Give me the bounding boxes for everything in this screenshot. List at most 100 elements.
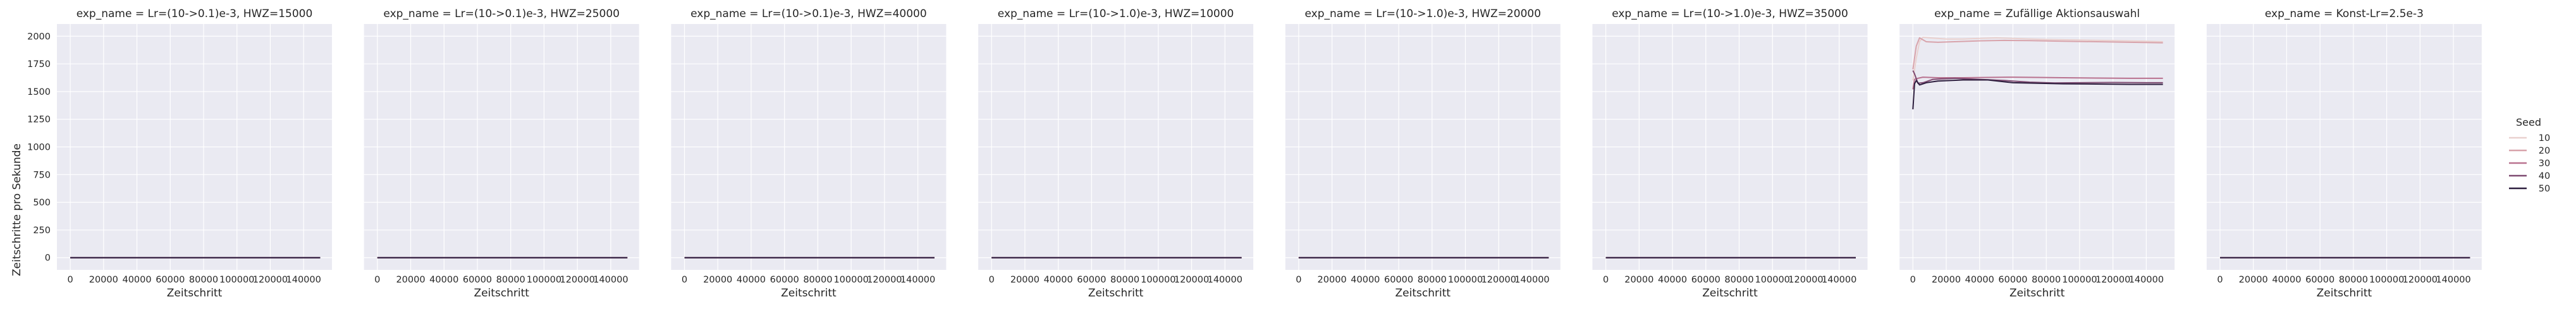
- panel-title: exp_name = Lr=(10->0.1)e-3, HWZ=40000: [690, 8, 927, 20]
- x-tick-label: 20000: [396, 275, 425, 285]
- x-tick-label: 0: [989, 275, 995, 285]
- x-tick-label: 40000: [1658, 275, 1687, 285]
- y-tick-label: 2000: [27, 32, 51, 42]
- x-tick-label: 120000: [867, 275, 902, 285]
- legend: Seed 10 20 30 40 50: [2509, 116, 2550, 194]
- x-tick-label: 80000: [1724, 275, 1753, 285]
- x-tick-label: 80000: [496, 275, 525, 285]
- panel-title: exp_name = Zufällige Aktionsauswahl: [1934, 8, 2140, 20]
- x-tick-label: 40000: [1044, 275, 1073, 285]
- y-axis-label: Zeitschritte pro Sekunde: [11, 143, 23, 276]
- x-tick-label: 60000: [1384, 275, 1413, 285]
- y-tick-label: 1750: [27, 59, 51, 70]
- x-axis-label: Zeitschritt: [1702, 287, 1758, 300]
- x-tick-label: 80000: [1110, 275, 1139, 285]
- x-tick-label: 40000: [737, 275, 766, 285]
- x-tick-label: 60000: [770, 275, 799, 285]
- panel-title: exp_name = Lr=(10->0.1)e-3, HWZ=15000: [77, 8, 313, 20]
- x-tick-label: 140000: [1514, 275, 1549, 285]
- y-tick-label: 0: [45, 253, 51, 264]
- x-tick-label: 40000: [2272, 275, 2301, 285]
- x-tick-label: 60000: [2305, 275, 2334, 285]
- x-tick-label: 40000: [1351, 275, 1380, 285]
- y-tick-label: 1500: [27, 87, 51, 97]
- x-tick-label: 0: [682, 275, 687, 285]
- x-tick-label: 20000: [89, 275, 118, 285]
- panels: exp_name = Lr=(10->0.1)e-3, HWZ=15000 0 20…: [27, 8, 2482, 300]
- x-tick-label: 40000: [429, 275, 458, 285]
- x-tick-label: 120000: [253, 275, 288, 285]
- panel-title: exp_name = Lr=(10->1.0)e-3, HWZ=10000: [998, 8, 1234, 20]
- y-tick-label: 1250: [27, 115, 51, 125]
- x-tick-label: 120000: [2095, 275, 2130, 285]
- x-tick-label: 60000: [156, 275, 185, 285]
- x-axis-label: Zeitschritt: [2317, 287, 2372, 300]
- x-axis-label: Zeitschritt: [1088, 287, 1144, 300]
- panel-2: exp_name = Lr=(10->0.1)e-3, HWZ=25000 0 20…: [364, 8, 639, 300]
- x-tick-label: 100000: [2369, 275, 2404, 285]
- x-axis-label: Zeitschritt: [781, 287, 837, 300]
- x-tick-label: 60000: [1691, 275, 1720, 285]
- x-tick-label: 140000: [1208, 275, 1242, 285]
- panel-title: exp_name = Lr=(10->1.0)e-3, HWZ=20000: [1305, 8, 1542, 20]
- x-tick-label: 140000: [1822, 275, 1856, 285]
- x-tick-label: 20000: [1932, 275, 1961, 285]
- panel-3: exp_name = Lr=(10->0.1)e-3, HWZ=40000 0 20…: [671, 8, 947, 300]
- x-tick-label: 100000: [219, 275, 254, 285]
- x-axis-label: Zeitschritt: [2009, 287, 2065, 300]
- x-tick-label: 80000: [2339, 275, 2368, 285]
- x-tick-label: 100000: [833, 275, 868, 285]
- y-tick-label: 750: [33, 170, 51, 180]
- x-tick-label: 120000: [1481, 275, 1516, 285]
- x-tick-label: 60000: [1077, 275, 1106, 285]
- series-line-seed-20: [1912, 37, 2163, 70]
- panel-6: exp_name = Lr=(10->1.0)e-3, HWZ=35000 0 20…: [1592, 8, 1868, 300]
- panel-4: exp_name = Lr=(10->1.0)e-3, HWZ=10000 0 20…: [978, 8, 1254, 300]
- panel-title: exp_name = Lr=(10->0.1)e-3, HWZ=25000: [383, 8, 620, 20]
- x-tick-label: 0: [374, 275, 380, 285]
- x-tick-label: 60000: [463, 275, 492, 285]
- x-axis-label: Zeitschritt: [1395, 287, 1451, 300]
- legend-label-seed-50: 50: [2539, 184, 2550, 194]
- x-tick-label: 80000: [803, 275, 832, 285]
- x-tick-label: 100000: [2062, 275, 2097, 285]
- panel-title: exp_name = Lr=(10->1.0)e-3, HWZ=35000: [1612, 8, 1848, 20]
- legend-label-seed-10: 10: [2539, 133, 2550, 143]
- x-tick-label: 20000: [1624, 275, 1653, 285]
- x-tick-label: 140000: [286, 275, 321, 285]
- x-tick-label: 40000: [1965, 275, 1994, 285]
- x-tick-label: 0: [2217, 275, 2223, 285]
- y-tick-label: 1000: [27, 143, 51, 153]
- panel-title: exp_name = Konst-Lr=2.5e-3: [2265, 8, 2424, 20]
- series-line-seed-10: [1912, 37, 2163, 81]
- x-tick-label: 100000: [527, 275, 561, 285]
- x-tick-label: 80000: [2032, 275, 2061, 285]
- x-tick-label: 40000: [122, 275, 151, 285]
- x-tick-label: 100000: [1755, 275, 1790, 285]
- x-tick-label: 120000: [1788, 275, 1823, 285]
- x-tick-label: 80000: [1418, 275, 1447, 285]
- x-tick-label: 140000: [2436, 275, 2470, 285]
- x-tick-label: 0: [1296, 275, 1301, 285]
- panel-1: exp_name = Lr=(10->0.1)e-3, HWZ=15000 0 20…: [27, 8, 332, 300]
- x-tick-label: 120000: [560, 275, 594, 285]
- x-tick-label: 100000: [1141, 275, 1175, 285]
- x-tick-label: 0: [1910, 275, 1916, 285]
- y-tick-label: 250: [33, 226, 51, 236]
- x-tick-label: 0: [1603, 275, 1609, 285]
- x-tick-label: 140000: [900, 275, 935, 285]
- x-tick-label: 20000: [1318, 275, 1347, 285]
- x-tick-label: 80000: [189, 275, 218, 285]
- series-line-seed-30: [1912, 76, 2163, 90]
- legend-label-seed-40: 40: [2539, 171, 2550, 181]
- x-tick-label: 120000: [2403, 275, 2438, 285]
- legend-title: Seed: [2516, 116, 2541, 128]
- panel-5: exp_name = Lr=(10->1.0)e-3, HWZ=20000 0 20…: [1285, 8, 1561, 300]
- x-tick-label: 60000: [1998, 275, 2027, 285]
- panel-7: exp_name = Zufällige Aktionsauswahl 0 2000…: [1899, 8, 2175, 300]
- legend-label-seed-20: 20: [2539, 146, 2550, 156]
- legend-label-seed-30: 30: [2539, 159, 2550, 169]
- x-tick-label: 140000: [2129, 275, 2164, 285]
- x-tick-label: 120000: [1174, 275, 1209, 285]
